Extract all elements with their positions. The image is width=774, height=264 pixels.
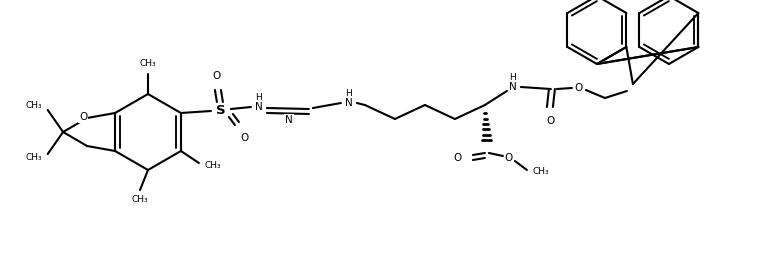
Text: N: N: [285, 115, 293, 125]
Text: O: O: [241, 133, 249, 143]
Text: O: O: [213, 71, 221, 81]
Text: S: S: [216, 105, 226, 117]
Text: CH₃: CH₃: [26, 153, 42, 163]
Text: CH₃: CH₃: [26, 101, 42, 111]
Text: O: O: [575, 83, 583, 93]
Text: H: H: [509, 73, 516, 82]
Text: CH₃: CH₃: [139, 59, 156, 68]
Text: N: N: [509, 82, 517, 92]
Text: N: N: [255, 102, 263, 112]
Text: H: H: [345, 88, 352, 97]
Text: O: O: [546, 116, 555, 126]
Text: CH₃: CH₃: [533, 167, 550, 177]
Text: O: O: [454, 153, 462, 163]
Text: CH₃: CH₃: [132, 196, 149, 205]
Text: O: O: [505, 153, 513, 163]
Text: O: O: [79, 112, 87, 122]
Text: CH₃: CH₃: [204, 161, 221, 169]
Text: H: H: [255, 92, 262, 101]
Text: N: N: [345, 98, 353, 108]
